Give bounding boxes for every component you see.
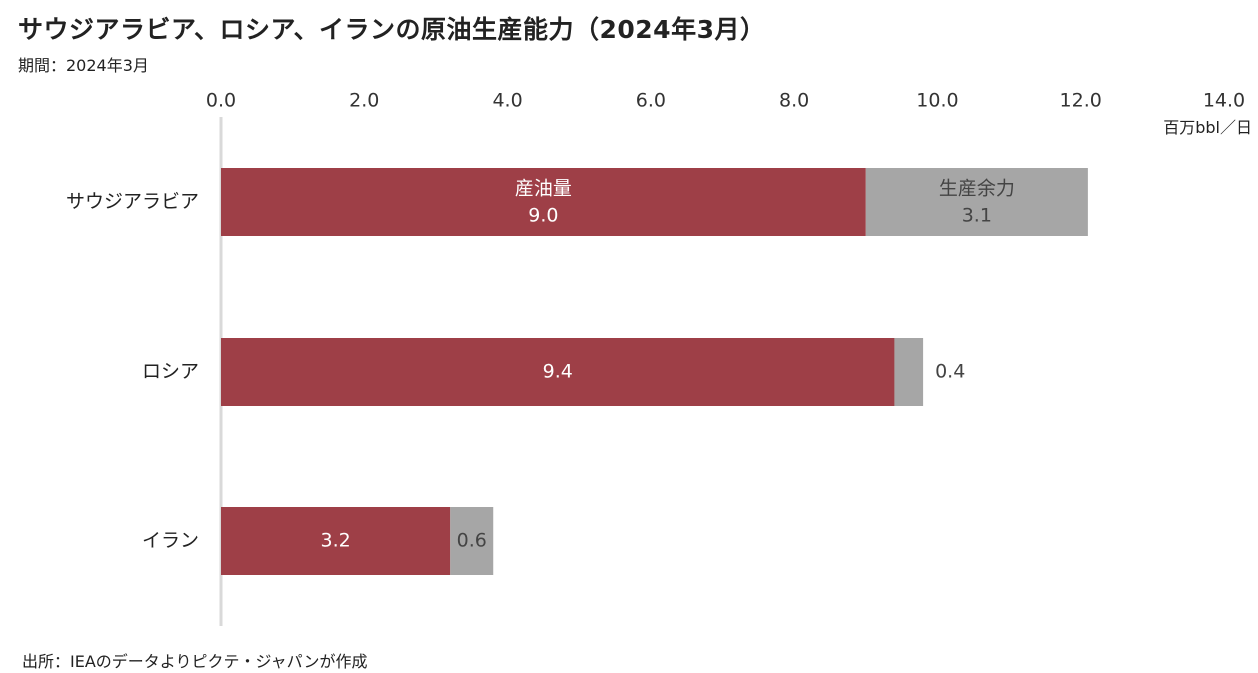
x-tick-label: 6.0 [636,90,666,112]
bar-production [221,507,451,575]
x-tick-label: 8.0 [779,90,809,112]
x-tick-label: 2.0 [349,90,379,112]
bar-spare-capacity [450,507,494,575]
bar-production [221,338,895,406]
bar-production [221,168,866,236]
x-tick-label: 10.0 [916,90,958,112]
data-label-spare-capacity: 3.1 [962,205,992,227]
category-label: ロシア [142,361,199,383]
chart-title: サウジアラビア、ロシア、イランの原油生産能力（2024年3月） [18,15,766,44]
bars-group: 産油量 9.0 生産余力 3.1 9.4 0.4 3.2 0.6 [221,168,1088,575]
data-label-production: 3.2 [321,530,351,552]
data-label-spare-capacity: 0.6 [457,530,487,552]
x-tick-label: 0.0 [206,90,236,112]
data-label-spare-capacity: 0.4 [935,361,965,383]
x-axis-unit-label: 百万bbl／日 [1163,118,1252,137]
category-label: イラン [142,530,199,552]
category-label: サウジアラビア [66,191,199,213]
x-tick-label: 4.0 [492,90,522,112]
x-axis-ticks: 0.0 2.0 4.0 6.0 8.0 10.0 12.0 14.0 [206,90,1245,112]
data-label-production: 9.0 [528,205,558,227]
chart-source-note: 出所：IEAのデータよりピクテ・ジャパンが作成 [22,652,368,671]
series-name-spare-capacity: 生産余力 [939,178,1015,200]
bar-spare-capacity [894,338,924,406]
bar-spare-capacity [865,168,1088,236]
chart-subtitle: 期間：2024年3月 [18,56,149,75]
x-tick-label: 12.0 [1060,90,1102,112]
data-label-production: 9.4 [543,361,573,383]
x-tick-label: 14.0 [1203,90,1245,112]
series-name-production: 産油量 [515,178,572,200]
